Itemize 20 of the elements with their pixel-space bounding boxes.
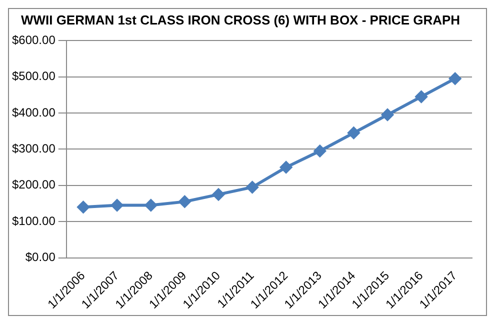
- point: [280, 161, 292, 174]
- point: [449, 72, 462, 85]
- point: [314, 145, 326, 158]
- point: [381, 108, 394, 121]
- point: [144, 199, 157, 212]
- y-tick-label: $0.00: [25, 250, 56, 264]
- chart-title: WWII GERMAN 1st CLASS IRON CROSS (6) WITH BOX - PRICE GRAPH: [20, 12, 460, 28]
- y-tick-label: $100.00: [12, 214, 56, 228]
- y-tick-label: $400.00: [12, 105, 56, 120]
- y-tick-label: $500.00: [12, 69, 56, 84]
- point: [212, 188, 224, 200]
- point: [178, 196, 191, 208]
- point: [415, 90, 428, 103]
- y-tick-label: $600.00: [12, 32, 56, 47]
- point: [77, 201, 90, 214]
- y-tick-label: $300.00: [12, 142, 56, 156]
- point: [348, 126, 360, 139]
- y-tick-label: $200.00: [12, 178, 56, 192]
- point: [246, 181, 258, 194]
- point: [111, 199, 124, 212]
